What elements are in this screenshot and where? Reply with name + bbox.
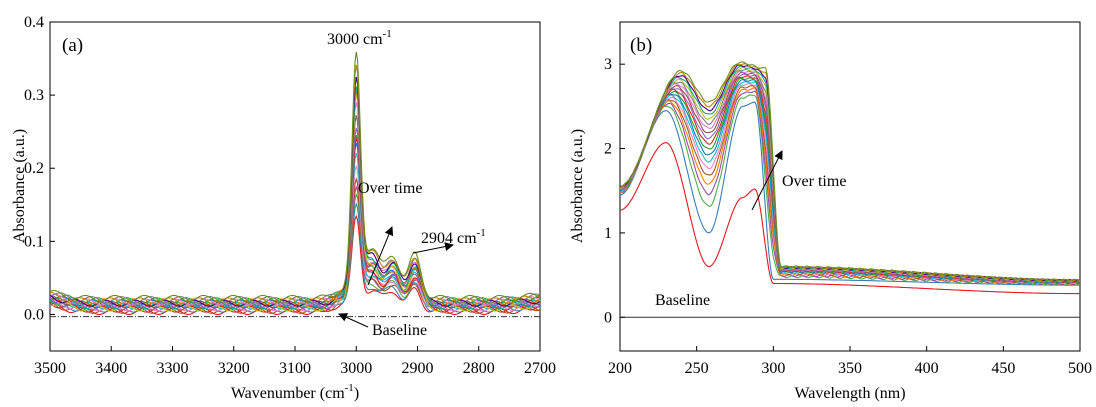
panel-a-x-tick-label: 3300 <box>157 360 189 377</box>
panel-b-x-tick-label: 500 <box>1068 360 1092 377</box>
panel-b-x-tick-label: 400 <box>915 360 939 377</box>
panel-a-x-tick-label: 3100 <box>279 360 311 377</box>
panel-a-series-line <box>50 76 540 307</box>
panel-a-series-line <box>50 64 540 305</box>
panel-a-series-line <box>50 214 540 315</box>
panel-b-series-line <box>620 94 1080 286</box>
panel-b-series-line <box>620 65 1080 282</box>
panel-b-y-tick-label: 0 <box>604 309 612 326</box>
panel-b-y-tick-label: 3 <box>604 56 612 73</box>
panel-b-x-tick-label: 200 <box>608 360 632 377</box>
panel-b-y-axis-title: Absorbance (a.u.) <box>569 129 586 243</box>
panel-b-series-line <box>620 90 1080 286</box>
panel-a-series-line <box>50 127 540 311</box>
baseline-label-b: Baseline <box>655 292 710 309</box>
panel-a-y-axis-title: Absorbance (a.u.) <box>11 129 28 243</box>
panel-a-x-tick-label: 2900 <box>402 360 434 377</box>
panel-a-y-tick-label: 0.1 <box>24 233 44 250</box>
panel-b-x-tick-label: 450 <box>991 360 1015 377</box>
panel-a: 3500 3400 3300 3200 3100 3000 2900 2800 2700 0.0 0… <box>11 14 556 402</box>
panel-a-series-line <box>50 102 540 306</box>
panel-a-series-line <box>50 138 540 313</box>
panel-b-series-line <box>620 85 1080 285</box>
panel-a-y-tick-label: 0.3 <box>24 87 44 104</box>
panel-b-x-tick-label: 250 <box>685 360 709 377</box>
panel-a-x-axis-title: Wavenumber (cm-1) <box>231 382 359 402</box>
panel-b-label: (b) <box>630 35 652 56</box>
panel-a-x-tick-label: 2800 <box>463 360 495 377</box>
over-time-label-a: Over time <box>358 180 422 197</box>
peak-3000-label: 3000 cm-1 <box>327 28 392 48</box>
panel-b-series-line <box>620 101 1080 286</box>
panel-b-y-tick-label: 2 <box>604 141 612 158</box>
panel-b-series-group <box>620 61 1080 318</box>
panel-a-x-tick-label: 3400 <box>95 360 127 377</box>
panel-a-series-line <box>50 91 540 303</box>
panel-a-series-line <box>50 193 540 311</box>
panel-b-series-line <box>620 61 1080 282</box>
panel-a-series-line <box>50 115 540 308</box>
peak-2904-arrow <box>412 242 454 254</box>
over-time-label-b: Over time <box>782 173 846 190</box>
panel-a-series-line <box>50 165 540 312</box>
over-time-arrow-a <box>367 226 394 286</box>
panel-b-series-line <box>620 142 1080 295</box>
panel-a-series-line <box>50 86 540 310</box>
panel-b-x-tick-label: 300 <box>761 360 785 377</box>
panel-a-y-tick-label: 0.4 <box>24 14 44 31</box>
panel-a-x-tick-label: 3000 <box>340 360 372 377</box>
baseline-arrow-a <box>338 313 369 328</box>
panel-a-series-line <box>50 93 540 312</box>
panel-a-ticks: 3500 3400 3300 3200 3100 3000 2900 2800 2700 0.0 0… <box>24 14 556 377</box>
panel-a-series-line <box>50 135 540 305</box>
panel-a-y-tick-label: 0.2 <box>24 160 44 177</box>
panel-a-series-line <box>50 51 540 302</box>
over-time-arrow-b <box>751 150 783 211</box>
panel-b-y-tick-label: 1 <box>604 225 612 242</box>
panel-a-series-line <box>50 185 540 308</box>
panel-b-series-line <box>620 63 1080 282</box>
panel-b-x-tick-label: 350 <box>838 360 862 377</box>
panel-a-series-line <box>50 142 540 307</box>
panel-a-x-tick-label: 3500 <box>34 360 66 377</box>
panel-b: 200 250 300 350 400 450 500 0 1 2 3 (b) Wavelength… <box>569 21 1092 402</box>
panel-a-series-group <box>50 51 540 318</box>
panel-a-x-tick-label: 2700 <box>524 360 556 377</box>
peak-2904-label: 2904 cm-1 <box>421 227 486 247</box>
panel-b-x-axis-title: Wavelength (nm) <box>794 385 905 402</box>
panel-b-ticks: 200 250 300 350 400 450 500 0 1 2 3 <box>604 56 1092 377</box>
panel-a-y-tick-label: 0.0 <box>24 306 44 323</box>
baseline-label-a: Baseline <box>372 322 427 339</box>
panel-a-label: (a) <box>62 35 83 56</box>
panel-a-x-tick-label: 3200 <box>218 360 250 377</box>
